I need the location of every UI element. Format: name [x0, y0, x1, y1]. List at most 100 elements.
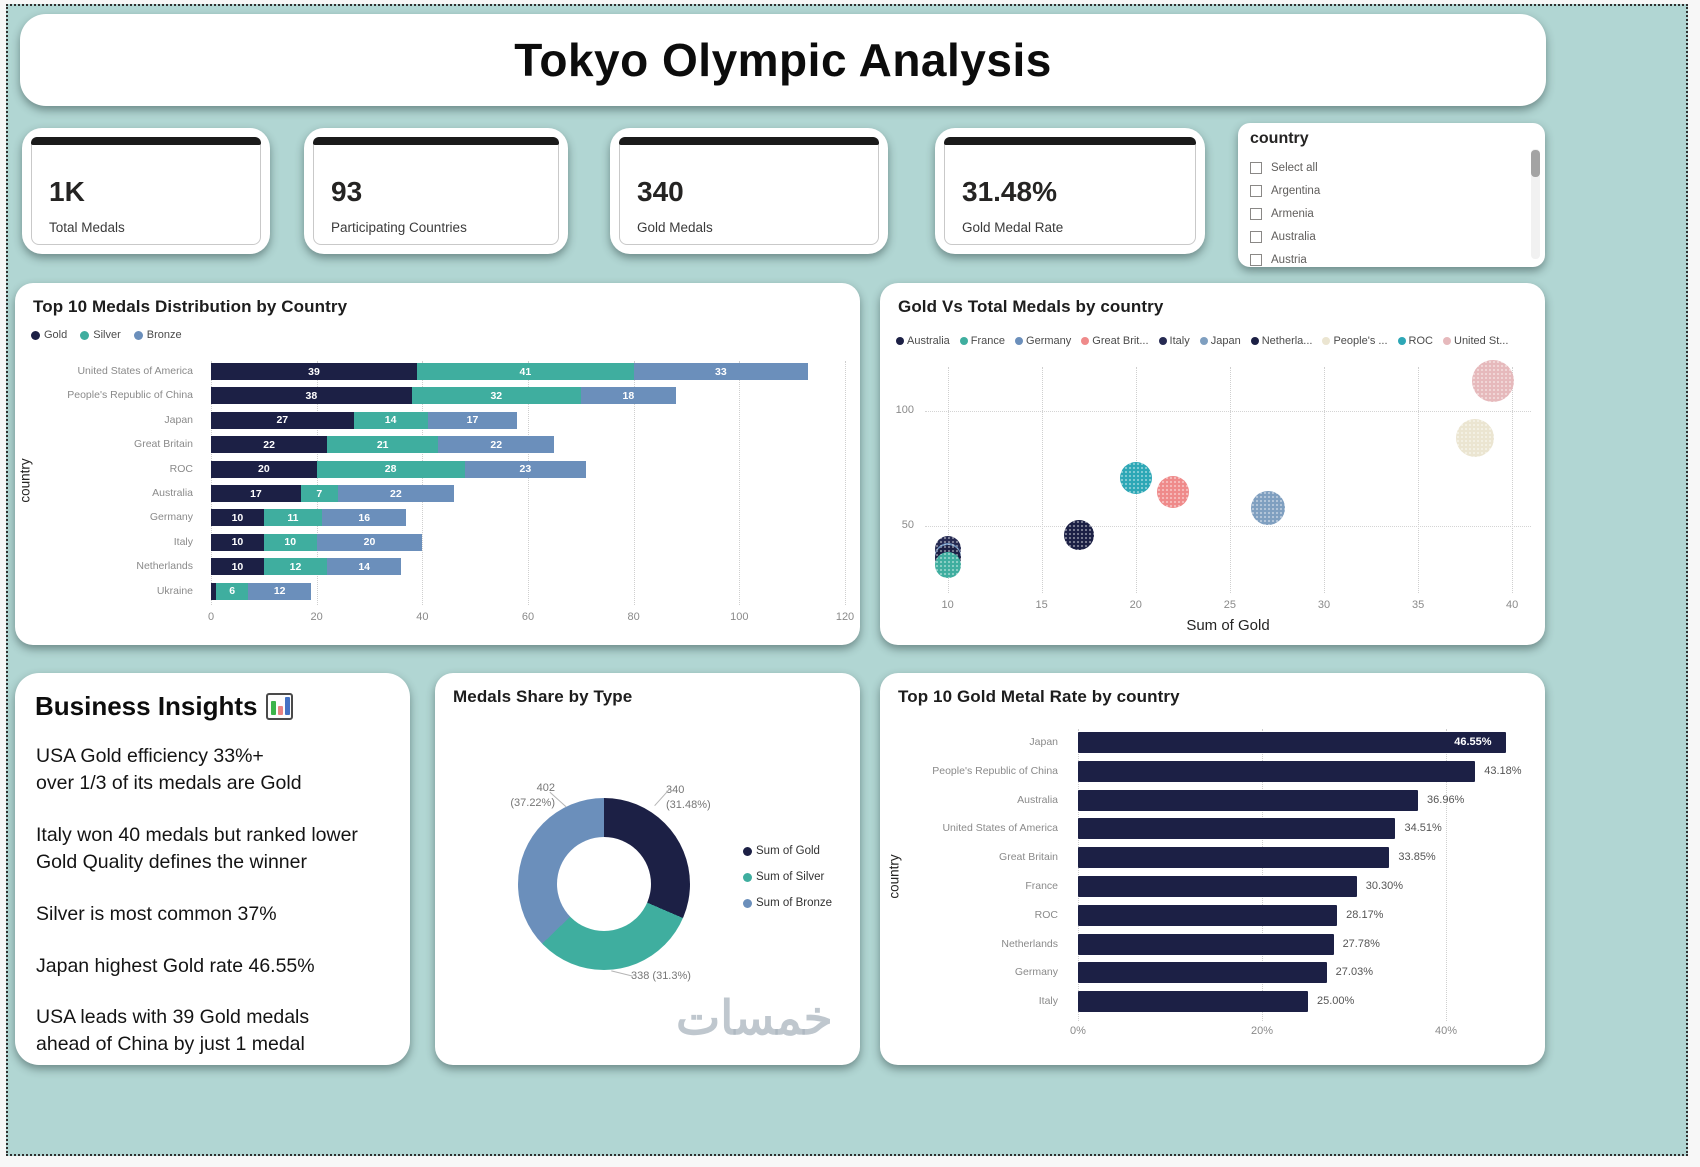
scatter-bubble[interactable]: [1455, 419, 1494, 458]
rate-bar[interactable]: [1078, 732, 1507, 753]
scatter-bubble[interactable]: [934, 552, 961, 579]
legend-item-country[interactable]: Germany: [1015, 335, 1071, 347]
bar-segment-bronze[interactable]: 14: [327, 558, 402, 576]
bar-segment-bronze[interactable]: 12: [247, 582, 312, 600]
legend-item-sum-of-silver[interactable]: Sum of Silver: [743, 871, 832, 883]
checkbox-icon[interactable]: [1250, 230, 1262, 243]
legend-item-sum-of-gold[interactable]: Sum of Gold: [743, 845, 832, 857]
gridline: [1262, 729, 1263, 1021]
rate-bar[interactable]: [1078, 933, 1334, 955]
rate-bar[interactable]: [1078, 904, 1338, 926]
stacked-cat-labels: United States of America People's Republi…: [15, 361, 203, 605]
bar-segment-bronze[interactable]: 17: [427, 411, 518, 429]
legend-label: Gold: [44, 329, 68, 341]
legend-item-country[interactable]: People's ...: [1322, 335, 1388, 347]
stacked-legend: Gold Silver Bronze: [31, 329, 182, 341]
bar-segment-gold[interactable]: 10: [211, 533, 264, 551]
legend-item-gold[interactable]: Gold: [31, 329, 67, 341]
legend-dot: [743, 872, 752, 882]
legend-item-bronze[interactable]: Bronze: [133, 329, 182, 341]
slicer-option[interactable]: Austria: [1250, 248, 1521, 267]
rate-bar[interactable]: [1078, 991, 1308, 1013]
checkbox-icon[interactable]: [1250, 184, 1262, 197]
scatter-bubble[interactable]: [1250, 490, 1285, 525]
bar-segment-gold[interactable]: 38: [211, 387, 412, 405]
legend-item-country[interactable]: France: [959, 335, 1005, 347]
category-label: Netherlands: [1001, 937, 1058, 950]
bar-segment-gold[interactable]: 10: [211, 509, 264, 527]
legend-item-country[interactable]: Great Brit...: [1081, 335, 1149, 347]
bar-segment-silver[interactable]: 21: [327, 436, 439, 454]
bar-segment-bronze[interactable]: 22: [337, 485, 454, 502]
gridline: [1041, 367, 1043, 593]
rate-bar[interactable]: [1078, 847, 1390, 869]
bar-segment-bronze[interactable]: 18: [580, 387, 676, 405]
bar-segment-gold[interactable]: 20: [211, 460, 317, 478]
bar-segment-silver[interactable]: 28: [316, 460, 465, 478]
table-row: 38 32 18: [211, 387, 845, 405]
slicer-scrollbar-thumb[interactable]: [1531, 150, 1540, 177]
bar-segment-silver[interactable]: 14: [353, 411, 428, 429]
kpi-accent-bar: [313, 137, 559, 145]
bar-segment-gold[interactable]: 17: [211, 485, 301, 502]
rate-bar[interactable]: [1078, 818, 1396, 840]
legend-item-sum-of-bronze[interactable]: Sum of Bronze: [743, 897, 832, 909]
rate-bar[interactable]: [1078, 962, 1327, 984]
scatter-bubble[interactable]: [1119, 461, 1152, 494]
bar-segment-silver[interactable]: 11: [263, 509, 322, 527]
checkbox-icon[interactable]: [1250, 207, 1262, 220]
rate-bar[interactable]: [1078, 789, 1419, 811]
bar-segment-gold[interactable]: 22: [211, 436, 328, 454]
bar-segment-gold[interactable]: 39: [211, 363, 418, 380]
rate-bar[interactable]: [1078, 876, 1357, 897]
legend-item-country[interactable]: Australia: [896, 335, 950, 347]
legend-item-country[interactable]: Japan: [1199, 335, 1241, 347]
bar-segment-gold[interactable]: [211, 582, 217, 600]
bar-segment-bronze[interactable]: 20: [316, 533, 423, 551]
bar-segment-silver[interactable]: 41: [417, 363, 634, 380]
bar-segment-bronze[interactable]: 33: [633, 363, 808, 380]
bar-segment-silver[interactable]: 12: [263, 558, 328, 576]
slicer-scrollbar-track[interactable]: [1531, 149, 1540, 259]
legend-dot: [133, 330, 143, 340]
legend-dot: [80, 330, 90, 340]
table-row: 27 14 17: [211, 411, 845, 429]
donut-legend: Sum of Gold Sum of Silver Sum of Bronze: [743, 845, 832, 923]
legend-item-country[interactable]: Italy: [1158, 335, 1190, 347]
rate-bar[interactable]: [1078, 760, 1476, 782]
bar-segment-silver[interactable]: 10: [263, 533, 317, 551]
bar-segment-gold[interactable]: 10: [211, 558, 264, 576]
scatter-bubble[interactable]: [1157, 475, 1190, 508]
legend-label: Bronze: [146, 329, 182, 341]
bar-segment-silver[interactable]: 6: [216, 582, 248, 600]
slicer-option[interactable]: Argentina: [1250, 179, 1521, 202]
checkbox-icon[interactable]: [1250, 253, 1262, 266]
scatter-bubble[interactable]: [1472, 359, 1515, 402]
slicer-option[interactable]: Select all: [1250, 156, 1521, 179]
legend-item-country[interactable]: ROC: [1397, 335, 1433, 347]
legend-item-silver[interactable]: Silver: [80, 329, 121, 341]
x-tick-label: 20%: [1250, 1025, 1274, 1037]
legend-dot: [1322, 337, 1331, 345]
category-label: Japan: [164, 413, 193, 426]
bar-segment-silver[interactable]: 7: [300, 485, 338, 502]
slicer-option[interactable]: Armenia: [1250, 202, 1521, 225]
x-tick-label: 40: [1506, 599, 1519, 611]
value-label: 27.03%: [1335, 966, 1373, 979]
legend-item-country[interactable]: United St...: [1443, 335, 1508, 347]
y-tick-label: 100: [895, 403, 914, 416]
bar-segment-bronze[interactable]: 22: [438, 436, 555, 454]
gridline: [1229, 367, 1231, 593]
slicer-option-label: Argentina: [1271, 184, 1321, 197]
legend-item-country[interactable]: Netherla...: [1250, 335, 1312, 347]
bar-segment-bronze[interactable]: 16: [321, 509, 407, 527]
bar-segment-bronze[interactable]: 23: [464, 460, 587, 478]
bar-segment-silver[interactable]: 32: [411, 387, 581, 405]
checkbox-icon[interactable]: [1250, 161, 1262, 174]
legend-label: Japan: [1210, 335, 1241, 347]
bar-segment-gold[interactable]: 27: [211, 411, 354, 429]
insight-paragraph: Japan highest Gold rate 46.55%: [36, 954, 315, 977]
kpi-accent-bar: [944, 137, 1196, 145]
scatter-bubble[interactable]: [1064, 520, 1095, 551]
slicer-option[interactable]: Australia: [1250, 225, 1521, 248]
